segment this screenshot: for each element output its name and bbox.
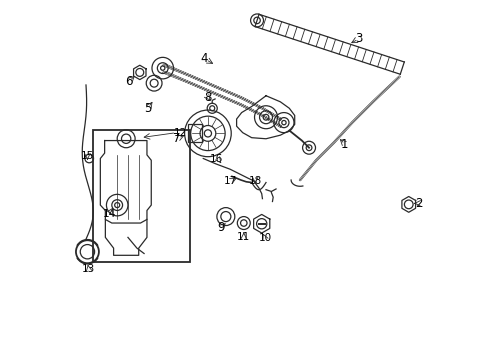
Text: 2: 2 [414, 197, 421, 210]
Text: 16: 16 [209, 154, 223, 164]
Text: 14: 14 [102, 209, 115, 219]
Text: 12: 12 [173, 128, 186, 138]
Bar [93, 130, 190, 262]
Text: 6: 6 [125, 75, 133, 88]
Text: 17: 17 [223, 176, 236, 186]
Text: 7: 7 [172, 132, 180, 145]
Text: 5: 5 [143, 102, 151, 115]
Text: 4: 4 [200, 52, 208, 65]
Text: 3: 3 [355, 32, 362, 45]
Text: 1: 1 [341, 138, 348, 150]
Bar [188, 125, 202, 142]
Text: 15: 15 [81, 150, 94, 161]
Text: 13: 13 [81, 264, 95, 274]
Text: 9: 9 [217, 221, 224, 234]
Text: 11: 11 [237, 232, 250, 242]
Text: 8: 8 [204, 91, 211, 104]
Text: 10: 10 [258, 233, 271, 243]
Text: 18: 18 [248, 176, 262, 186]
